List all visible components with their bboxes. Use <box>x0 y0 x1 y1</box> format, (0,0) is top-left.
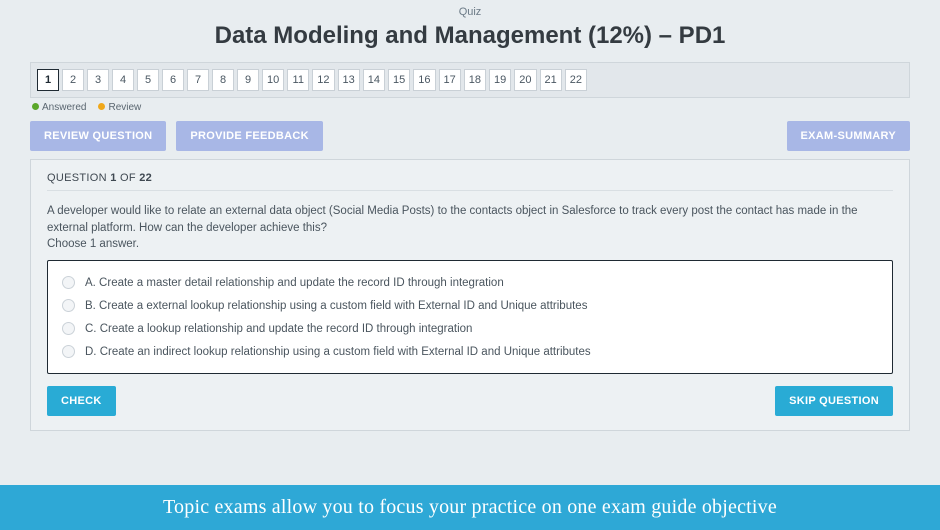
question-nav-item[interactable]: 11 <box>287 69 309 91</box>
answer-text: C. Create a lookup relationship and upda… <box>85 323 472 335</box>
page-title: Data Modeling and Management (12%) – PD1 <box>0 18 940 62</box>
dot-green-icon <box>32 103 39 110</box>
check-button[interactable]: CHECK <box>47 386 116 416</box>
question-nav-item[interactable]: 18 <box>464 69 486 91</box>
question-nav-item[interactable]: 6 <box>162 69 184 91</box>
question-nav-item[interactable]: 3 <box>87 69 109 91</box>
question-card: QUESTION 1 OF 22 A developer would like … <box>30 159 910 431</box>
answer-text: A. Create a master detail relationship a… <box>85 277 504 289</box>
question-nav-item[interactable]: 15 <box>388 69 410 91</box>
radio-icon <box>62 322 75 335</box>
review-question-button[interactable]: REVIEW QUESTION <box>30 121 166 151</box>
question-nav-item[interactable]: 12 <box>312 69 334 91</box>
provide-feedback-button[interactable]: PROVIDE FEEDBACK <box>176 121 322 151</box>
answer-option[interactable]: A. Create a master detail relationship a… <box>62 271 878 294</box>
question-nav-item[interactable]: 7 <box>187 69 209 91</box>
question-nav-item[interactable]: 20 <box>514 69 536 91</box>
question-nav-item[interactable]: 2 <box>62 69 84 91</box>
answer-text: B. Create a external lookup relationship… <box>85 300 587 312</box>
question-nav-item[interactable]: 13 <box>338 69 360 91</box>
answer-text: D. Create an indirect lookup relationshi… <box>85 346 591 358</box>
answer-option[interactable]: D. Create an indirect lookup relationshi… <box>62 340 878 363</box>
question-nav-item[interactable]: 4 <box>112 69 134 91</box>
question-nav-item[interactable]: 19 <box>489 69 511 91</box>
action-row: REVIEW QUESTION PROVIDE FEEDBACK EXAM-SU… <box>30 121 910 151</box>
dot-orange-icon <box>98 103 105 110</box>
question-nav-item[interactable]: 10 <box>262 69 284 91</box>
question-nav-item[interactable]: 21 <box>540 69 562 91</box>
legend: Answered Review <box>30 98 910 121</box>
answer-option[interactable]: C. Create a lookup relationship and upda… <box>62 317 878 340</box>
answer-option[interactable]: B. Create a external lookup relationship… <box>62 294 878 317</box>
radio-icon <box>62 345 75 358</box>
quiz-page: Quiz Data Modeling and Management (12%) … <box>0 0 940 530</box>
radio-icon <box>62 276 75 289</box>
question-instruction: Choose 1 answer. <box>47 238 893 260</box>
legend-review: Review <box>98 102 141 113</box>
bottom-row: CHECK SKIP QUESTION <box>47 374 893 416</box>
skip-question-button[interactable]: SKIP QUESTION <box>775 386 893 416</box>
answers-box: A. Create a master detail relationship a… <box>47 260 893 374</box>
legend-answered: Answered <box>32 102 86 113</box>
exam-summary-button[interactable]: EXAM-SUMMARY <box>787 121 910 151</box>
question-nav-item[interactable]: 8 <box>212 69 234 91</box>
question-nav-item[interactable]: 17 <box>439 69 461 91</box>
bottom-banner: Topic exams allow you to focus your prac… <box>0 485 940 530</box>
question-text: A developer would like to relate an exte… <box>47 191 893 238</box>
question-nav-item[interactable]: 9 <box>237 69 259 91</box>
question-number-line: QUESTION 1 OF 22 <box>47 172 893 191</box>
question-nav-item[interactable]: 5 <box>137 69 159 91</box>
content-area: 12345678910111213141516171819202122 Answ… <box>0 62 940 485</box>
question-nav-item[interactable]: 1 <box>37 69 59 91</box>
question-nav: 12345678910111213141516171819202122 <box>30 62 910 98</box>
question-nav-item[interactable]: 22 <box>565 69 587 91</box>
question-nav-item[interactable]: 14 <box>363 69 385 91</box>
question-nav-item[interactable]: 16 <box>413 69 435 91</box>
radio-icon <box>62 299 75 312</box>
quiz-label: Quiz <box>0 0 940 18</box>
